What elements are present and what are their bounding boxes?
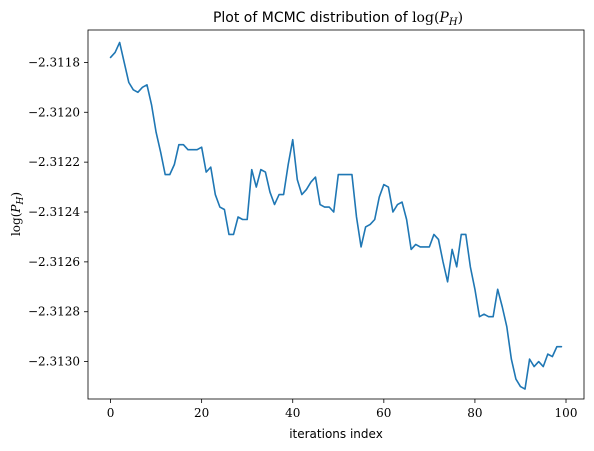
y-tick-label: −2.3124 xyxy=(28,205,80,219)
y-axis-ticks: −2.3130 −2.3128 −2.3126 −2.3124 −2.3122 −2.31… xyxy=(28,55,88,369)
x-axis-ticks: 0 20 40 60 80 100 xyxy=(107,399,578,420)
x-tick-label: 20 xyxy=(194,406,209,420)
x-tick-label: 100 xyxy=(555,406,578,420)
x-tick-label: 80 xyxy=(467,406,482,420)
plot-frame xyxy=(87,29,585,400)
x-tick-label: 60 xyxy=(376,406,391,420)
chart-title: Plot of MCMC distribution of log(PH) xyxy=(213,10,463,28)
y-axis-label: log(PH) xyxy=(9,192,26,236)
y-tick-label: −2.3120 xyxy=(28,105,80,119)
series-line xyxy=(109,41,563,390)
y-tick-label: −2.3118 xyxy=(28,55,80,69)
x-tick-label: 40 xyxy=(285,406,300,420)
x-tick-label: 0 xyxy=(107,406,115,420)
y-tick-label: −2.3130 xyxy=(28,355,80,369)
y-tick-label: −2.3126 xyxy=(28,255,80,269)
y-tick-label: −2.3122 xyxy=(28,155,80,169)
series-layer xyxy=(109,41,563,390)
y-tick-label: −2.3128 xyxy=(28,305,80,319)
x-axis-label: iterations index xyxy=(289,427,383,441)
